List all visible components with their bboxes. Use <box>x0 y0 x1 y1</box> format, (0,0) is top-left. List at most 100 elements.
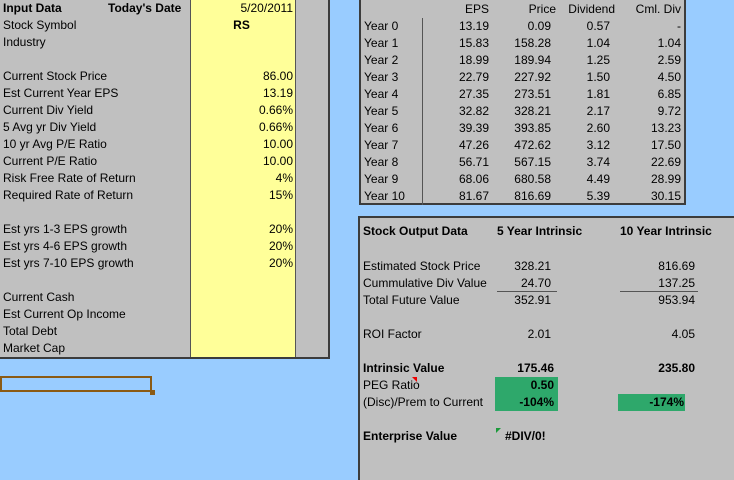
projection-cml-div[interactable]: 28.99 <box>650 172 681 186</box>
error-indicator[interactable] <box>496 428 501 433</box>
projection-price[interactable]: 680.58 <box>514 172 551 186</box>
projection-cml-div[interactable]: - <box>677 19 681 33</box>
projection-cml-div[interactable]: 13.23 <box>650 121 681 135</box>
projection-dividend[interactable]: 1.25 <box>586 53 610 67</box>
input-value[interactable]: 20% <box>268 256 293 270</box>
projection-cml-div[interactable]: 17.50 <box>650 138 681 152</box>
projection-cml-div[interactable]: 6.85 <box>657 87 681 101</box>
input-value[interactable]: 10.00 <box>262 137 293 151</box>
input-value[interactable] <box>190 340 293 357</box>
iv-5yr[interactable]: 175.46 <box>517 361 554 375</box>
date-value[interactable]: 5/20/2011 <box>240 1 294 15</box>
projection-cml-div[interactable]: 4.50 <box>657 70 681 84</box>
disc-5yr[interactable]: -104% <box>519 395 554 409</box>
projection-cml-div[interactable]: 1.04 <box>657 36 681 50</box>
selected-cell[interactable] <box>0 376 152 392</box>
projection-cml-div[interactable]: 30.15 <box>650 189 681 203</box>
projection-eps[interactable]: 68.06 <box>458 172 489 186</box>
total-fv-10yr[interactable]: 953.94 <box>658 293 695 307</box>
input-label: Current Stock Price <box>3 69 108 83</box>
projection-price[interactable]: 227.92 <box>514 70 551 84</box>
col-5yr-header: 5 Year Intrinsic <box>497 224 583 238</box>
projection-price[interactable]: 189.94 <box>514 53 551 67</box>
ev-value[interactable]: #DIV/0! <box>505 429 546 443</box>
input-value[interactable]: RS <box>233 18 250 32</box>
roi-5yr[interactable]: 2.01 <box>527 327 551 341</box>
input-label: Risk Free Rate of Return <box>3 171 136 185</box>
fill-handle[interactable] <box>150 390 155 395</box>
input-value[interactable] <box>190 323 293 340</box>
projection-price[interactable]: 472.62 <box>514 138 551 152</box>
projection-eps[interactable]: 47.26 <box>458 138 489 152</box>
comment-marker[interactable] <box>412 377 417 382</box>
projection-dividend[interactable]: 2.60 <box>586 121 610 135</box>
projection-dividend[interactable]: 5.39 <box>586 189 610 203</box>
input-label: Required Rate of Return <box>3 188 134 202</box>
projection-dividend[interactable]: 1.50 <box>586 70 610 84</box>
projection-eps[interactable]: 32.82 <box>458 104 489 118</box>
total-fv-5yr[interactable]: 352.91 <box>514 293 551 307</box>
input-label: 5 Avg yr Div Yield <box>3 120 97 134</box>
projection-dividend[interactable]: 4.49 <box>586 172 610 186</box>
projection-cml-div[interactable]: 9.72 <box>657 104 681 118</box>
input-value[interactable]: 20% <box>268 222 293 236</box>
est-price-5yr[interactable]: 328.21 <box>514 259 551 273</box>
projection-dividend[interactable]: 1.81 <box>586 87 610 101</box>
projection-dividend[interactable]: 3.74 <box>586 155 610 169</box>
disc-10yr[interactable]: -174% <box>649 395 684 409</box>
year-column-divider <box>422 18 423 205</box>
est-price-10yr[interactable]: 816.69 <box>658 259 695 273</box>
projection-eps[interactable]: 81.67 <box>458 189 489 203</box>
roi-label: ROI Factor <box>363 327 422 341</box>
input-value[interactable]: 10.00 <box>262 154 293 168</box>
projection-eps[interactable]: 27.35 <box>458 87 489 101</box>
input-value[interactable]: 13.19 <box>262 86 293 100</box>
projection-cml-div[interactable]: 22.69 <box>650 155 681 169</box>
projection-price[interactable]: 816.69 <box>514 189 551 203</box>
input-value[interactable]: 4% <box>275 171 293 185</box>
projection-year: Year 5 <box>364 104 399 118</box>
input-value[interactable] <box>190 272 293 289</box>
projection-price[interactable]: 158.28 <box>514 36 551 50</box>
projection-dividend[interactable]: 0.57 <box>586 19 610 33</box>
projection-eps[interactable]: 22.79 <box>458 70 489 84</box>
projection-price[interactable]: 273.51 <box>514 87 551 101</box>
projection-eps[interactable]: 13.19 <box>458 19 489 33</box>
input-value[interactable] <box>190 51 293 68</box>
input-value[interactable]: 0.66% <box>258 120 293 134</box>
projection-cml-div[interactable]: 2.59 <box>657 53 681 67</box>
input-value[interactable]: 0.66% <box>258 103 293 117</box>
projection-price[interactable]: 328.21 <box>514 104 551 118</box>
peg-5yr[interactable]: 0.50 <box>530 378 554 392</box>
projection-header-eps: EPS <box>464 2 489 16</box>
cml-div-5yr[interactable]: 24.70 <box>520 276 551 290</box>
input-label: Est Current Op Income <box>3 307 126 321</box>
projection-price[interactable]: 393.85 <box>514 121 551 135</box>
projection-dividend[interactable]: 2.17 <box>586 104 610 118</box>
input-label: Current Div Yield <box>3 103 94 117</box>
projection-year: Year 2 <box>364 53 399 67</box>
projection-price[interactable]: 0.09 <box>527 19 551 33</box>
cml-div-10yr[interactable]: 137.25 <box>658 276 695 290</box>
iv-10yr[interactable]: 235.80 <box>658 361 695 375</box>
input-label: Est yrs 1-3 EPS growth <box>3 222 128 236</box>
input-value[interactable] <box>190 306 293 323</box>
input-value[interactable] <box>190 34 293 51</box>
projection-eps[interactable]: 39.39 <box>458 121 489 135</box>
disc-10yr-highlight <box>618 394 685 411</box>
input-value[interactable]: 20% <box>268 239 293 253</box>
input-value[interactable] <box>190 289 293 306</box>
projection-year: Year 3 <box>364 70 399 84</box>
projection-eps[interactable]: 18.99 <box>458 53 489 67</box>
projection-dividend[interactable]: 1.04 <box>586 36 610 50</box>
projection-eps[interactable]: 15.83 <box>458 36 489 50</box>
input-label: Industry <box>3 35 46 49</box>
input-value[interactable]: 86.00 <box>262 69 293 83</box>
projection-price[interactable]: 567.15 <box>514 155 551 169</box>
input-value[interactable]: 15% <box>268 188 293 202</box>
roi-10yr[interactable]: 4.05 <box>671 327 695 341</box>
projection-eps[interactable]: 56.71 <box>458 155 489 169</box>
projection-dividend[interactable]: 3.12 <box>586 138 610 152</box>
projection-year: Year 9 <box>364 172 399 186</box>
input-value[interactable] <box>190 204 293 221</box>
